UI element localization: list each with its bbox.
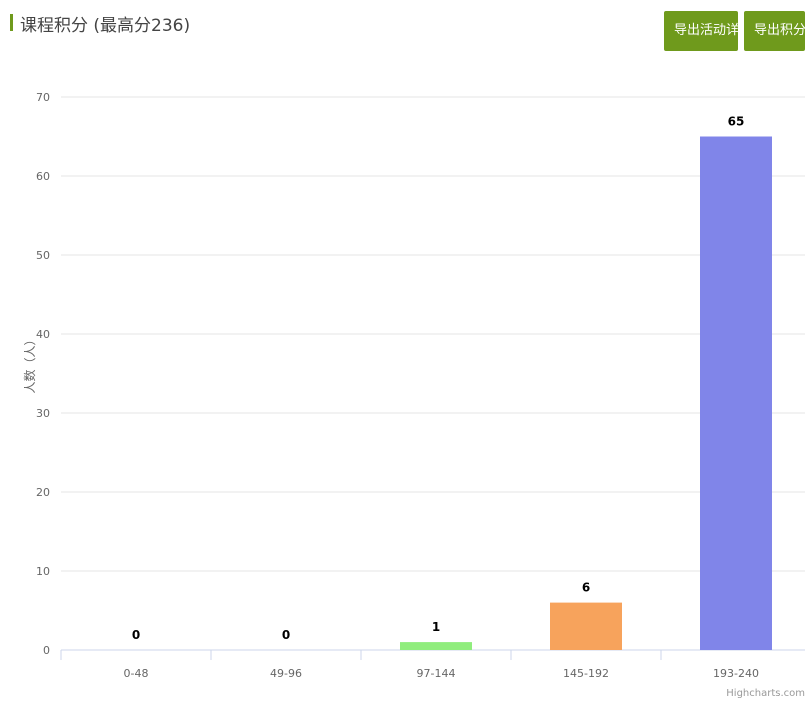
- chart-header: 课程积分 (最高分236) 导出活动详情 导出积分详情: [0, 0, 805, 60]
- x-tick-label: 193-240: [713, 667, 759, 680]
- highcharts-credit[interactable]: Highcharts.com: [726, 688, 805, 699]
- x-tick-label: 0-48: [124, 667, 149, 680]
- data-label: 65: [728, 115, 745, 129]
- y-tick-label: 20: [36, 486, 50, 499]
- y-tick-label: 0: [43, 644, 50, 657]
- x-tick-label: 97-144: [417, 667, 456, 680]
- y-tick-label: 30: [36, 407, 50, 420]
- page-title: 课程积分 (最高分236): [20, 11, 190, 36]
- x-tick-label: 49-96: [270, 667, 302, 680]
- data-label: 6: [582, 581, 590, 595]
- data-label: 1: [432, 620, 440, 634]
- data-label: 0: [282, 628, 290, 642]
- y-tick-label: 70: [36, 91, 50, 104]
- x-tick-label: 145-192: [563, 667, 609, 680]
- data-label: 0: [132, 628, 140, 642]
- y-axis-title: 人数（人）: [22, 333, 37, 393]
- bar: [550, 602, 622, 650]
- export-points-details-button[interactable]: 导出积分详情: [744, 11, 805, 51]
- title-accent-bar: [10, 14, 13, 31]
- bar: [400, 642, 472, 650]
- export-activity-details-button[interactable]: 导出活动详情: [664, 11, 738, 51]
- bar: [700, 136, 772, 650]
- y-tick-label: 40: [36, 328, 50, 341]
- y-tick-label: 60: [36, 170, 50, 183]
- title-text: 课程积分: [20, 16, 88, 36]
- y-tick-label: 10: [36, 565, 50, 578]
- title-subtitle: (最高分236): [93, 16, 191, 36]
- y-tick-label: 50: [36, 249, 50, 262]
